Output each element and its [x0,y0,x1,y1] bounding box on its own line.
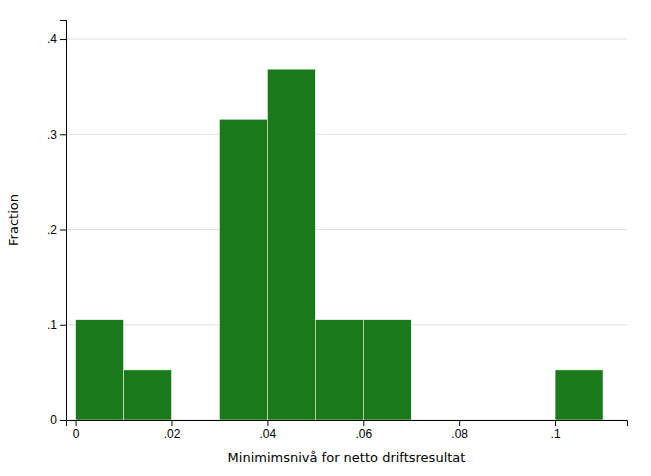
x-tick-mark [555,420,556,426]
x-tick-label: .08 [451,427,468,441]
x-tick-mark [267,420,268,426]
y-axis-title: Fraction [6,194,21,246]
y-tick-label: .4 [47,32,57,46]
x-tick-label: .1 [551,427,561,441]
x-tick: .02 [164,420,181,441]
grid-line [66,39,627,40]
x-tick-mark [459,420,460,426]
x-tick-mark [171,420,172,426]
x-axis: 0 .02 .04 .06 .08 .1 [67,420,628,441]
x-tick: 0 [73,420,80,441]
bar [363,320,411,420]
y-axis: 0 .1 .2 .3 .4 [47,21,67,428]
bar [267,69,315,420]
y-axis-line [60,21,67,421]
y-tick: .4 [47,32,66,46]
x-tick-mark [363,420,364,426]
x-axis-title: Minimimsnivå for netto driftsresultat [228,450,466,465]
x-tick-label: .06 [355,427,372,441]
y-tick-label: .2 [47,223,57,237]
x-tick: .06 [355,420,372,441]
y-tick: 0 [50,413,66,427]
y-tick: .3 [47,128,66,142]
grid [66,39,627,420]
grid-line [66,229,627,230]
bar [76,320,124,420]
x-tick-label: 0 [73,427,80,441]
bar [219,119,267,420]
y-tick-mark [60,134,66,135]
x-tick-label: .04 [260,427,277,441]
y-tick: .1 [47,318,66,332]
bar [555,370,603,420]
x-tick: .08 [451,420,468,441]
x-axis-line [67,421,628,427]
y-tick-mark [60,325,66,326]
x-tick: .04 [260,420,277,441]
bar [315,320,363,420]
y-tick-mark [60,39,66,40]
y-tick-mark [60,420,66,421]
chart: 0 .02 .04 .06 .08 .1 0 .1 .2 .3 .4 Minimimsnivå for… [0,0,651,476]
y-tick-label: .1 [47,318,57,332]
y-tick: .2 [47,223,66,237]
grid-line [66,134,627,135]
bars [76,69,603,420]
x-tick-mark [76,420,77,426]
plot-area: 0 .02 .04 .06 .08 .1 0 .1 .2 .3 .4 [47,21,628,441]
bar [124,370,172,420]
x-tick-label: .02 [164,427,181,441]
y-tick-mark [60,230,66,231]
x-tick: .1 [551,420,561,441]
y-tick-label: 0 [50,413,57,427]
y-tick-label: .3 [47,128,57,142]
